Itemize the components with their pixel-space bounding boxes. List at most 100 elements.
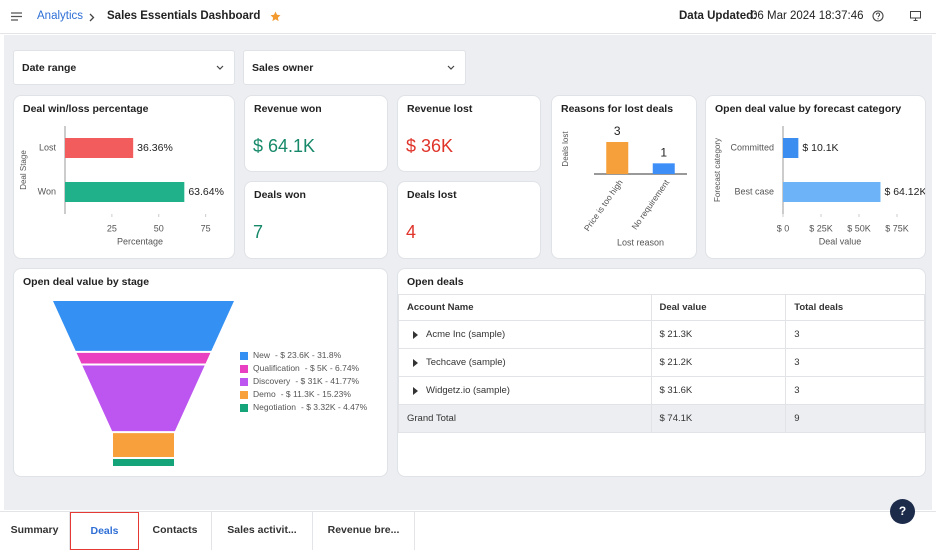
cell: $ 74.1K (650, 404, 787, 433)
cell: $ 21.2K (650, 348, 787, 377)
chart: Reasons for lost deals 3 Price is too high… (561, 103, 687, 247)
legend-value: - $ 31K - 41.77% (295, 376, 359, 386)
cell: 9 (785, 404, 925, 433)
legend-item: Demo - $ 11.3K - 15.23% (253, 389, 351, 399)
row[interactable]: Techcave (sample) $ 21.2K 3 (398, 348, 925, 377)
cell: Widgetz.io (sample) (398, 376, 652, 405)
y-axis-label: Deals lost (561, 131, 570, 167)
header-row: Account Name Deal value Total deals (398, 294, 925, 321)
table-card: Open deals Account Name Deal value Total de… (397, 268, 926, 477)
menu-icon[interactable] (11, 12, 22, 21)
x-axis-label: Lost reason (617, 237, 664, 247)
cell: Acme Inc (sample) (398, 320, 652, 349)
tab[interactable]: Sales activit... (212, 512, 313, 550)
chart-title: Deal win/loss percentage (23, 103, 149, 115)
tab[interactable]: Revenue bre... (313, 512, 415, 550)
x-axis-label: Deal value (819, 236, 862, 246)
dropdown-icon (216, 65, 224, 70)
tab[interactable]: Deals (70, 512, 139, 550)
header: Analytics Sales Essentials Dashboard Dat… (0, 0, 936, 34)
chart-title: Open deal value by forecast category (715, 103, 901, 115)
kpi-card: Revenue won $ 64.1K (244, 95, 388, 172)
help-button[interactable]: ? (890, 499, 915, 524)
kpi-title: Deals won (254, 189, 306, 201)
bar (783, 138, 799, 158)
legend-swatch (240, 352, 248, 360)
bar (606, 142, 629, 174)
cell: Techcave (sample) (398, 348, 652, 377)
chart: Open deal value by forecast category $ 0 $… (713, 103, 926, 247)
value-label: 36.36% (137, 142, 173, 154)
value-label: 1 (660, 146, 667, 160)
filter-date[interactable]: Date range (13, 50, 235, 85)
x-tick-label: $ 0 (777, 223, 790, 233)
favorite-star[interactable] (270, 11, 281, 22)
tab[interactable]: Summary (0, 512, 70, 550)
y-axis-label: Forecast category (713, 138, 722, 202)
x-tick-label: 25 (107, 223, 117, 233)
value-label: 3 (614, 124, 621, 138)
legend-item: Negotiation - $ 3.32K - 4.47% (253, 402, 368, 412)
chart-title: Reasons for lost deals (561, 103, 673, 115)
category-label: Lost (39, 142, 57, 152)
cell: $ 21.3K (650, 320, 787, 349)
funnel-segment (76, 352, 211, 364)
kpi-value: $ 36K (406, 136, 454, 156)
funnel-segment (113, 458, 174, 466)
kpi-value: 4 (406, 222, 417, 242)
breadcrumb[interactable]: Analytics (37, 10, 84, 22)
chart: Deal win/loss percentage 25 50 75 Percentage… (19, 103, 224, 247)
kpi-value: 7 (253, 222, 264, 242)
bar (65, 182, 185, 202)
value-label: $ 64.12K (884, 186, 926, 198)
cell: $ 31.6K (650, 376, 787, 405)
category-label: Price is too high (582, 177, 625, 232)
legend-name: Discovery (253, 376, 291, 386)
card: Reasons for lost deals 3 Price is too high… (551, 95, 697, 259)
column-header: Total deals (785, 294, 925, 321)
legend-item: New - $ 23.6K - 31.8% (253, 350, 342, 360)
legend-swatch (240, 391, 248, 399)
chart-title: Open deal value by stage (23, 276, 149, 288)
legend-swatch (240, 404, 248, 412)
category-label: Won (38, 186, 56, 196)
value-label: 63.64% (188, 186, 224, 198)
card: Deal win/loss percentage 25 50 75 Percentage… (13, 95, 235, 259)
legend-value: - $ 23.6K - 31.8% (275, 350, 342, 360)
row[interactable]: Acme Inc (sample) $ 21.3K 3 (398, 320, 925, 349)
category-label: Best case (734, 186, 774, 196)
row[interactable]: Widgetz.io (sample) $ 31.6K 3 (398, 376, 925, 405)
kpi-title: Revenue won (254, 103, 322, 115)
display-icon[interactable] (910, 11, 921, 21)
category-label: Committed (730, 142, 774, 152)
column-header: Account Name (398, 294, 652, 321)
x-tick-label: 50 (154, 223, 164, 233)
kpi-card: Revenue lost $ 36K (397, 95, 541, 172)
updated-label: Data Updated: (679, 10, 757, 22)
funnel-segment (82, 365, 205, 432)
legend-swatch (240, 365, 248, 373)
filter-label: Sales owner (252, 62, 314, 74)
x-tick-label: $ 75K (885, 223, 909, 233)
help-icon[interactable] (872, 10, 884, 22)
card: Open deal value by forecast category $ 0 $… (705, 95, 926, 259)
column-header: Deal value (650, 294, 787, 321)
cell: 3 (785, 376, 925, 405)
cell: Grand Total (398, 404, 652, 433)
updated-value: 06 Mar 2024 18:37:46 (751, 10, 864, 22)
chevron (89, 13, 95, 22)
legend-swatch (240, 378, 248, 386)
legend-item: Qualification - $ 5K - 6.74% (253, 363, 360, 373)
legend-value: - $ 11.3K - 15.23% (281, 389, 352, 399)
bar (652, 163, 675, 174)
category-label: No requirement (629, 177, 671, 231)
legend-value: - $ 5K - 6.74% (305, 363, 360, 373)
x-tick-label: $ 50K (847, 223, 871, 233)
tab[interactable]: Contacts (139, 512, 212, 550)
table: Account Name Deal value Total deals Acme In… (398, 294, 925, 433)
filter-label: Date range (22, 62, 77, 74)
kpi-card: Deals won 7 (244, 181, 388, 259)
filter-owner[interactable]: Sales owner (243, 50, 466, 85)
total-row: Grand Total $ 74.1K 9 (398, 404, 925, 433)
